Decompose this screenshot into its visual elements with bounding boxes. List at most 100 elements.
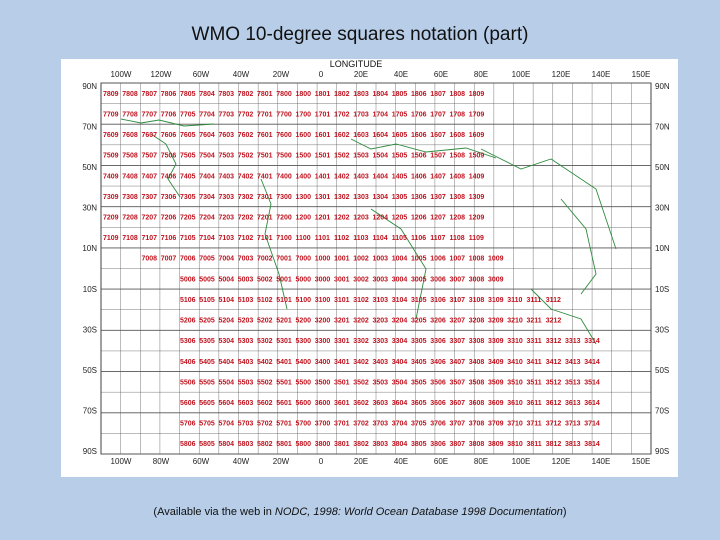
x-axis-title: LONGITUDE [330,59,383,69]
square-code: 3005 [411,276,427,283]
square-code: 3809 [488,441,504,448]
square-code: 3109 [488,297,504,304]
square-code: 7301 [257,194,273,201]
square-code: 3000 [315,276,331,283]
square-code: 3604 [392,400,408,407]
square-code: 5203 [238,318,254,325]
square-code: 1707 [430,111,446,118]
square-code: 5300 [296,338,312,345]
square-code: 5604 [219,400,235,407]
square-code: 7107 [142,235,158,242]
coastline-path [560,198,597,295]
square-code: 5406 [180,359,196,366]
square-code: 5403 [238,359,254,366]
square-code: 3713 [565,421,581,428]
lon-tick-label-top: 20E [354,70,368,79]
square-code: 1101 [315,235,330,242]
square-code: 7004 [219,256,235,263]
square-code: 3710 [507,421,523,428]
lat-tick-label-right: 90N [655,82,670,91]
square-code: 3603 [373,400,389,407]
square-code: 3105 [411,297,427,304]
square-code: 7704 [199,111,215,118]
square-code: 1207 [430,214,446,221]
square-code: 5006 [180,276,196,283]
square-code: 7708 [122,111,138,118]
lon-tick-label-top: 100E [512,70,531,79]
square-code: 1001 [334,256,350,263]
square-code: 3712 [546,421,562,428]
square-code: 1108 [450,235,465,242]
square-code: 1308 [450,194,466,201]
square-code: 3202 [353,318,369,325]
square-code: 3004 [392,276,408,283]
source-caption: (Available via the web in NODC, 1998: Wo… [0,506,720,518]
square-code: 3608 [469,400,485,407]
square-code: 3102 [353,297,369,304]
square-code: 3503 [373,379,389,386]
square-code: 5801 [276,441,292,448]
square-code: 3107 [450,297,466,304]
square-code: 1005 [411,256,427,263]
square-code: 3606 [430,400,446,407]
square-code: 3506 [430,379,446,386]
square-code: 3006 [430,276,446,283]
square-code: 3412 [546,359,562,366]
square-code: 7304 [199,194,215,201]
square-code: 7300 [276,194,292,201]
square-code: 7101 [257,235,273,242]
square-code: 1000 [315,256,331,263]
square-code: 5605 [199,400,215,407]
square-code: 7608 [122,132,138,139]
square-code: 7208 [122,214,138,221]
square-code: 7400 [276,173,292,180]
square-code: 7806 [161,91,177,98]
square-code: 1508 [450,153,466,160]
lat-tick-label-left: 90N [82,82,97,91]
square-code: 3313 [565,338,581,345]
square-code: 1406 [411,173,427,180]
square-code: 3610 [507,400,523,407]
square-code: 1407 [430,173,446,180]
square-code: 7305 [180,194,196,201]
square-code: 3405 [411,359,427,366]
square-code: 1607 [430,132,446,139]
lon-tick-label-bottom: 20W [273,457,290,466]
square-code: 1200 [296,214,312,221]
square-code: 5305 [199,338,215,345]
square-code: 7503 [219,153,235,160]
square-code: 1008 [469,256,485,263]
lon-tick-label-bottom: 150E [632,457,651,466]
square-code: 7801 [257,91,273,98]
square-code: 5802 [257,441,273,448]
square-code: 5504 [219,379,235,386]
square-code: 7504 [199,153,215,160]
square-code: 5502 [257,379,273,386]
square-code: 1805 [392,91,408,98]
square-code: 7307 [142,194,158,201]
coastline-path [150,133,181,198]
square-code: 1602 [334,132,350,139]
square-code: 5106 [180,297,196,304]
square-code: 7206 [161,214,177,221]
lon-tick-label-top: 0 [319,70,324,79]
square-code: 1105 [392,235,407,242]
square-code: 3512 [546,379,562,386]
square-code: 3810 [507,441,523,448]
square-code: 7807 [142,91,158,98]
square-code: 1203 [353,214,369,221]
lat-tick-label-right: 10S [655,285,669,294]
coastline-path [530,288,597,345]
square-code: 7201 [257,214,273,221]
square-code: 7001 [276,256,292,263]
square-code: 5806 [180,441,196,448]
square-code: 5501 [276,379,292,386]
lon-tick-label-bottom: 0 [319,457,324,466]
square-code: 3510 [507,379,523,386]
square-code: 5702 [257,421,273,428]
square-code: 7706 [161,111,177,118]
square-code: 1107 [430,235,445,242]
square-code: 7309 [103,194,119,201]
square-code: 3804 [392,441,408,448]
square-code: 7303 [219,194,235,201]
